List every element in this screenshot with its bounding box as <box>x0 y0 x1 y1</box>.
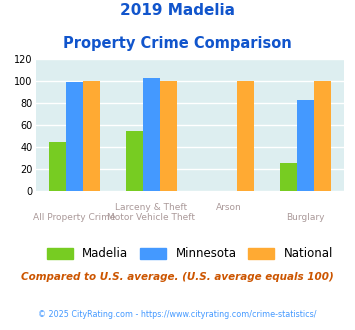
Bar <box>280 163 297 191</box>
Legend: Madelia, Minnesota, National: Madelia, Minnesota, National <box>47 248 333 260</box>
Text: 2019 Madelia: 2019 Madelia <box>120 3 235 18</box>
Bar <box>143 78 160 191</box>
Text: Arson: Arson <box>215 203 241 212</box>
Bar <box>83 82 100 191</box>
Text: Burglary: Burglary <box>286 213 325 222</box>
Text: Compared to U.S. average. (U.S. average equals 100): Compared to U.S. average. (U.S. average … <box>21 272 334 282</box>
Bar <box>126 131 143 191</box>
Bar <box>237 82 254 191</box>
Bar <box>297 100 314 191</box>
Bar <box>314 82 331 191</box>
Text: All Property Crime: All Property Crime <box>33 213 115 222</box>
Text: Motor Vehicle Theft: Motor Vehicle Theft <box>107 213 195 222</box>
Text: Larceny & Theft: Larceny & Theft <box>115 203 187 212</box>
Bar <box>160 82 177 191</box>
Bar <box>49 142 66 191</box>
Text: Property Crime Comparison: Property Crime Comparison <box>63 36 292 51</box>
Bar <box>66 82 83 191</box>
Text: © 2025 CityRating.com - https://www.cityrating.com/crime-statistics/: © 2025 CityRating.com - https://www.city… <box>38 310 317 319</box>
